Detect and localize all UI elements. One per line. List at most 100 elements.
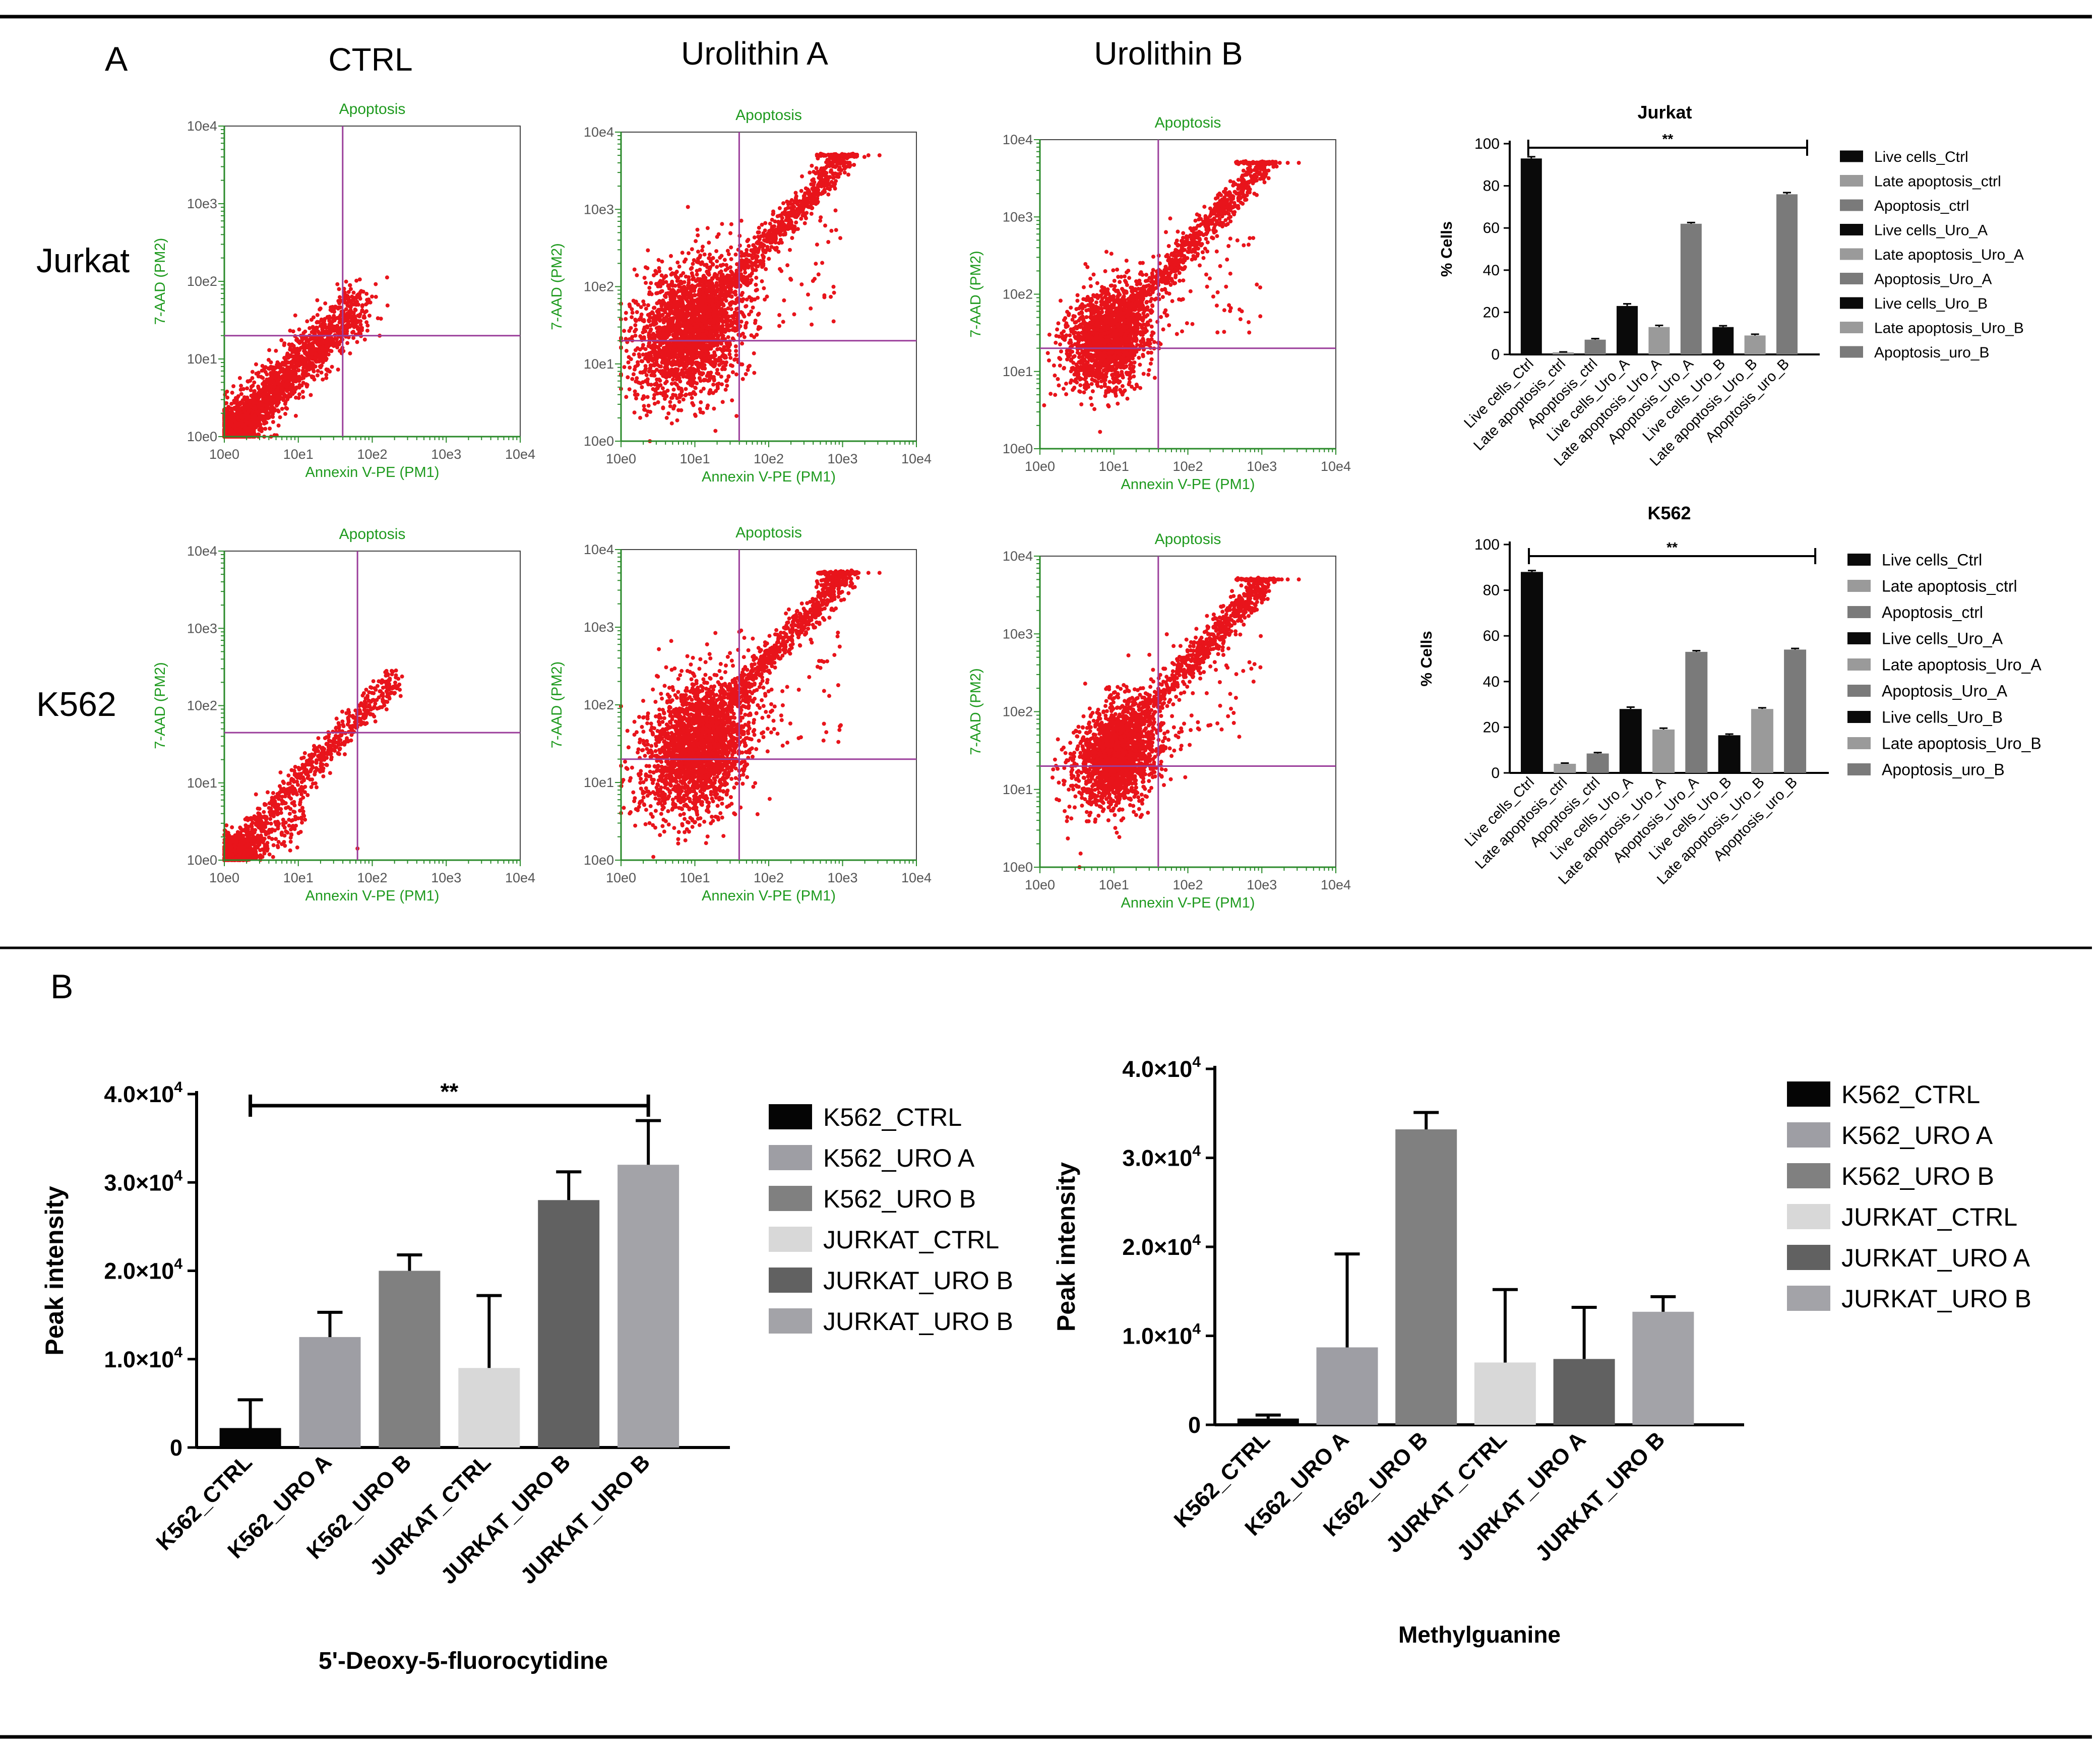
scatter-point (324, 376, 329, 380)
row-label-k562: K562 (36, 685, 116, 723)
scatter-point (238, 387, 243, 392)
scatter-point (237, 376, 242, 380)
scatter-point (622, 329, 627, 333)
scatter-point (276, 402, 280, 406)
scatter-point (294, 354, 298, 358)
scatter-point (674, 374, 679, 378)
scatter-point (652, 273, 656, 278)
scatter-point (246, 414, 251, 419)
scatter-point (691, 262, 695, 266)
scatter-point (720, 349, 725, 353)
scatter-point (678, 379, 683, 384)
scatter-point (348, 283, 352, 287)
scatter-point (275, 381, 279, 385)
scatter-point (690, 297, 694, 301)
scatter-point (315, 320, 320, 324)
scatter-point (266, 399, 270, 403)
scatter-point (245, 386, 250, 391)
scatter-point (731, 316, 736, 320)
scatter-point (225, 395, 230, 400)
scatter-point (316, 369, 320, 373)
scatter-point (656, 325, 661, 330)
scatter-point (675, 299, 680, 304)
scatter-point (707, 378, 712, 382)
scatter-point (315, 373, 320, 378)
scatter-point (717, 363, 721, 367)
scatter-point (695, 272, 699, 277)
scatter-point (689, 392, 694, 396)
scatter-point (659, 273, 664, 278)
scatter-point (713, 429, 718, 433)
scatter-point (715, 259, 719, 264)
scatter-point (690, 352, 695, 356)
scatter-point (329, 337, 334, 342)
scatter-point (687, 302, 691, 307)
scatter-point (350, 321, 355, 325)
scatter-point (689, 328, 693, 332)
scatter-point (315, 313, 320, 317)
scatter-point (745, 321, 749, 325)
scatter-point (234, 406, 238, 411)
scatter-point (734, 372, 738, 377)
scatter-point (639, 336, 644, 340)
scatter-point (252, 428, 256, 432)
scatter-point (310, 355, 315, 359)
scatter-point (726, 335, 730, 339)
scatter-point (294, 357, 299, 361)
scatter-point (274, 371, 278, 375)
scatter-point (748, 364, 752, 368)
scatter-point (633, 323, 638, 327)
scatter-point (696, 250, 700, 254)
scatter-point (249, 388, 253, 392)
scatter-point (651, 387, 655, 391)
scatter-point (344, 323, 349, 327)
scatter-point (687, 281, 691, 285)
scatter-point (684, 392, 688, 397)
scatter-point (656, 311, 661, 315)
scatter-point (277, 370, 282, 375)
y-tick-label: 10e1 (187, 351, 217, 367)
scatter-point (370, 294, 374, 299)
scatter-point (311, 367, 316, 372)
scatter-point (353, 307, 357, 312)
scatter-point (640, 371, 645, 375)
scatter-point (683, 330, 688, 335)
scatter-point (242, 409, 246, 413)
scatter-point (345, 303, 350, 308)
scatter-point (746, 368, 750, 372)
scatter-point (321, 360, 325, 365)
scatter-point (726, 374, 731, 379)
scatter-point (626, 375, 630, 380)
scatter-point (754, 282, 758, 287)
scatter-point (648, 357, 653, 361)
scatter-point (300, 390, 305, 394)
scatter-point (310, 351, 314, 356)
scatter-point (819, 171, 824, 175)
scatter-point (684, 316, 688, 320)
scatter-point (635, 346, 640, 350)
scatter-point (669, 254, 673, 258)
scatter-point (644, 307, 648, 311)
x-tick-label: 10e4 (505, 447, 535, 462)
scatter-point (649, 281, 653, 285)
scatter-point (711, 362, 715, 367)
scatter-point (368, 300, 373, 305)
scatter-point (702, 363, 707, 368)
scatter-point (740, 299, 745, 304)
scatter-point (232, 398, 236, 403)
scatter-point (782, 298, 786, 303)
scatter-point (329, 327, 334, 331)
scatter-point (703, 298, 708, 303)
scatter-point (712, 350, 717, 354)
scatter-point (690, 283, 695, 288)
scatter-point (281, 391, 285, 396)
scatter-point (268, 427, 272, 431)
panel-label-b: B (50, 968, 73, 1006)
scatter-point (672, 335, 677, 339)
scatter-point (633, 389, 637, 394)
scatter-point (297, 392, 301, 397)
scatter-point (624, 311, 628, 315)
scatter-point (694, 239, 698, 244)
scatter-point (628, 366, 632, 370)
scatter-point (267, 357, 271, 362)
